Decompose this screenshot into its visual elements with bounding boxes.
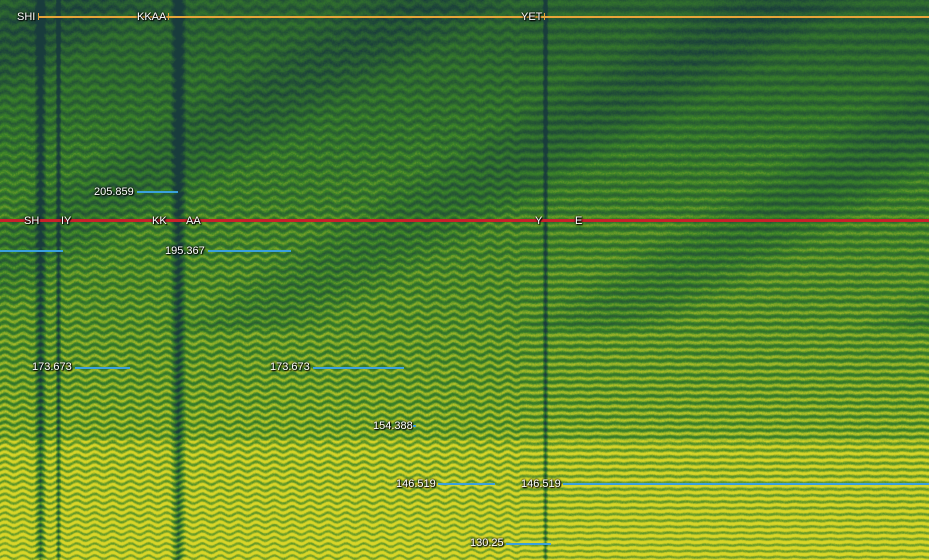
phone-label[interactable]: E bbox=[575, 215, 583, 227]
word-tier-line bbox=[38, 16, 929, 18]
phone-label[interactable]: SH bbox=[24, 215, 40, 227]
phone-label[interactable]: IY bbox=[61, 215, 72, 227]
word-boundary-tick bbox=[544, 13, 545, 20]
pitch-value-label: 173.673 bbox=[270, 361, 310, 373]
pitch-segment[interactable] bbox=[563, 483, 929, 485]
word-boundary-tick bbox=[168, 13, 169, 20]
word-label[interactable]: SHI bbox=[17, 11, 36, 23]
pitch-segment[interactable] bbox=[438, 483, 495, 485]
pitch-segment[interactable] bbox=[208, 250, 291, 252]
word-label[interactable]: KKAA bbox=[137, 11, 167, 23]
phone-label[interactable]: KK bbox=[152, 215, 167, 227]
pitch-segment[interactable] bbox=[506, 543, 551, 545]
pitch-value-label: 146.519 bbox=[521, 478, 561, 490]
pitch-value-label: 146.519 bbox=[396, 478, 436, 490]
phone-label[interactable]: AA bbox=[186, 215, 201, 227]
phone-tier-line bbox=[0, 219, 929, 222]
pitch-segment[interactable] bbox=[313, 367, 404, 369]
pitch-segment[interactable] bbox=[137, 191, 178, 193]
pitch-segment[interactable] bbox=[0, 250, 63, 252]
pitch-value-label: 130.25 bbox=[470, 537, 504, 549]
word-boundary-tick bbox=[38, 13, 39, 20]
pitch-value-label: 205.859 bbox=[94, 186, 134, 198]
word-label[interactable]: YET bbox=[521, 11, 543, 23]
phone-label[interactable]: Y bbox=[535, 215, 543, 227]
pitch-segment[interactable] bbox=[413, 425, 416, 427]
pitch-value-label: 154.388 bbox=[373, 420, 413, 432]
pitch-value-label: 173.673 bbox=[32, 361, 72, 373]
pitch-value-label: 195.367 bbox=[165, 245, 205, 257]
pitch-segment[interactable] bbox=[75, 367, 130, 369]
